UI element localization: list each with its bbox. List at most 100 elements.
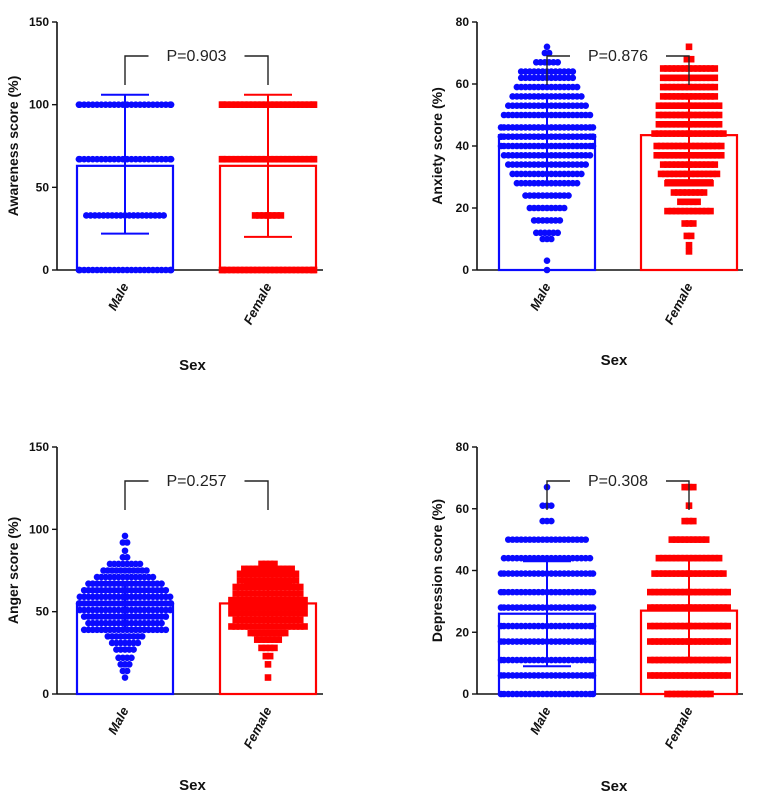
data-point-female	[236, 155, 244, 163]
data-point-female	[664, 570, 671, 577]
data-point-female	[241, 577, 248, 584]
data-point-female	[662, 170, 669, 178]
data-point-female	[698, 65, 706, 72]
category-label-male: Male	[105, 704, 132, 737]
data-point-female	[651, 570, 658, 577]
data-point-female	[266, 101, 274, 108]
data-point-female	[253, 596, 261, 604]
data-point-female	[245, 590, 252, 597]
data-point-female	[305, 101, 313, 108]
data-point-female	[245, 577, 252, 584]
data-point-female	[672, 638, 680, 645]
data-point-female	[271, 590, 278, 597]
data-point-female	[664, 111, 671, 119]
data-point-female	[659, 656, 667, 664]
data-point-female	[707, 121, 714, 128]
data-point-female	[664, 207, 671, 215]
data-point-female	[683, 189, 691, 196]
data-point-female	[275, 101, 283, 108]
data-point-female	[655, 672, 663, 679]
data-point-female	[275, 266, 283, 274]
data-point-female	[647, 672, 654, 679]
data-point-female	[301, 155, 308, 163]
data-point-male	[548, 517, 555, 525]
data-point-female	[698, 121, 706, 128]
data-point-female	[241, 610, 248, 617]
data-point-female	[664, 622, 671, 630]
data-point-female	[664, 179, 671, 187]
data-point-female	[275, 636, 283, 643]
data-point-female	[720, 604, 727, 611]
data-point-female	[685, 672, 693, 679]
data-point-female	[651, 622, 658, 630]
data-point-female	[655, 121, 663, 128]
data-point-female	[245, 623, 252, 630]
data-point-female	[262, 577, 270, 584]
data-point-female	[702, 622, 710, 630]
data-point-female	[262, 583, 270, 591]
data-point-female	[724, 672, 731, 679]
data-point-female	[241, 155, 248, 163]
data-point-male	[573, 83, 581, 91]
data-point-female	[715, 102, 723, 109]
data-point-female	[284, 590, 291, 597]
data-point-female	[668, 121, 676, 128]
data-point-female	[694, 121, 701, 128]
data-point-female	[707, 638, 714, 645]
data-point-female	[681, 121, 688, 128]
data-point-female	[674, 152, 682, 159]
data-point-female	[668, 130, 676, 137]
data-point-male	[167, 101, 175, 108]
data-point-female	[262, 590, 270, 597]
data-point-female	[249, 610, 257, 617]
data-point-female	[288, 570, 295, 578]
data-point-female	[707, 65, 714, 72]
data-point-male	[138, 633, 146, 640]
data-point-female	[711, 554, 719, 562]
data-point-female	[253, 565, 261, 573]
data-point-female	[692, 152, 699, 159]
data-point-female	[253, 603, 261, 611]
data-point-female	[690, 690, 697, 698]
data-point-female	[664, 102, 671, 109]
data-point-female	[677, 161, 684, 168]
data-point-female	[698, 83, 706, 91]
y-tick-label: 0	[462, 263, 469, 277]
data-point-male	[149, 573, 157, 581]
data-point-female	[685, 517, 693, 525]
data-point-female	[711, 83, 719, 91]
data-point-female	[236, 623, 244, 630]
data-point-female	[713, 142, 721, 150]
data-point-female	[301, 266, 308, 274]
data-point-female	[249, 577, 257, 584]
data-point-female	[668, 65, 676, 72]
data-point-female	[305, 155, 313, 163]
data-point-female	[266, 565, 274, 573]
data-point-female	[711, 102, 719, 109]
data-point-female	[223, 101, 231, 108]
data-point-female	[258, 596, 265, 604]
data-point-male	[162, 613, 170, 620]
data-point-female	[724, 588, 731, 596]
data-point-female	[284, 610, 291, 617]
data-point-female	[266, 623, 274, 630]
data-point-female	[292, 577, 300, 584]
data-point-female	[690, 198, 697, 206]
data-point-female	[681, 570, 688, 577]
data-point-female	[253, 623, 261, 630]
data-point-female	[232, 610, 240, 617]
data-point-female	[679, 189, 686, 196]
data-point-male	[565, 192, 572, 199]
data-point-female	[262, 560, 270, 568]
data-point-female	[659, 130, 667, 137]
data-point-female	[705, 170, 712, 178]
data-point-female	[266, 570, 274, 578]
data-point-female	[672, 179, 680, 187]
data-point-female	[241, 596, 248, 604]
data-point-female	[241, 570, 248, 578]
data-point-female	[284, 266, 291, 274]
data-point-female	[281, 629, 289, 637]
data-point-female	[284, 583, 291, 591]
data-point-female	[258, 155, 265, 163]
